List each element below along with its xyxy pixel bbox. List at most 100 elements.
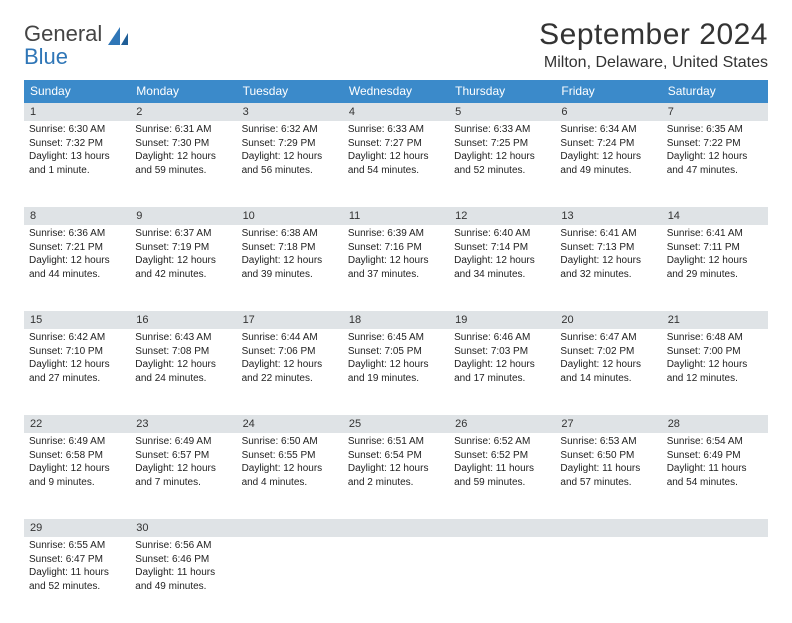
day-ss: Sunset: 7:32 PM bbox=[29, 137, 125, 151]
day-number: 30 bbox=[130, 519, 236, 537]
day-cell: Sunrise: 6:34 AMSunset: 7:24 PMDaylight:… bbox=[555, 121, 661, 207]
week-body-row: Sunrise: 6:49 AMSunset: 6:58 PMDaylight:… bbox=[24, 433, 768, 519]
day-number: 28 bbox=[662, 415, 768, 433]
weekday-header: Tuesday bbox=[237, 80, 343, 103]
day-number: 14 bbox=[662, 207, 768, 225]
day-number: 6 bbox=[555, 103, 661, 121]
day-d2: and 52 minutes. bbox=[29, 580, 125, 594]
day-sr: Sunrise: 6:44 AM bbox=[242, 331, 338, 345]
day-d1: Daylight: 11 hours bbox=[667, 462, 763, 476]
day-sr: Sunrise: 6:49 AM bbox=[29, 435, 125, 449]
day-ss: Sunset: 6:54 PM bbox=[348, 449, 444, 463]
day-cell: Sunrise: 6:49 AMSunset: 6:58 PMDaylight:… bbox=[24, 433, 130, 519]
day-number: 19 bbox=[449, 311, 555, 329]
day-d1: Daylight: 12 hours bbox=[135, 150, 231, 164]
day-number-row: 15161718192021 bbox=[24, 311, 768, 329]
day-cell: Sunrise: 6:31 AMSunset: 7:30 PMDaylight:… bbox=[130, 121, 236, 207]
day-sr: Sunrise: 6:45 AM bbox=[348, 331, 444, 345]
day-ss: Sunset: 7:27 PM bbox=[348, 137, 444, 151]
day-sr: Sunrise: 6:38 AM bbox=[242, 227, 338, 241]
calendar-page: General Blue September 2024 Milton, Dela… bbox=[0, 0, 792, 623]
day-d1: Daylight: 12 hours bbox=[667, 254, 763, 268]
day-number-row: 891011121314 bbox=[24, 207, 768, 225]
day-number: 22 bbox=[24, 415, 130, 433]
day-cell: Sunrise: 6:52 AMSunset: 6:52 PMDaylight:… bbox=[449, 433, 555, 519]
day-number: 17 bbox=[237, 311, 343, 329]
weekday-header-row: Sunday Monday Tuesday Wednesday Thursday… bbox=[24, 80, 768, 103]
day-ss: Sunset: 7:06 PM bbox=[242, 345, 338, 359]
day-ss: Sunset: 7:03 PM bbox=[454, 345, 550, 359]
day-sr: Sunrise: 6:46 AM bbox=[454, 331, 550, 345]
day-d1: Daylight: 12 hours bbox=[242, 254, 338, 268]
day-ss: Sunset: 7:30 PM bbox=[135, 137, 231, 151]
day-number-row: 2930 bbox=[24, 519, 768, 537]
day-d1: Daylight: 12 hours bbox=[29, 462, 125, 476]
day-d1: Daylight: 11 hours bbox=[135, 566, 231, 580]
day-d2: and 7 minutes. bbox=[135, 476, 231, 490]
day-d2: and 54 minutes. bbox=[348, 164, 444, 178]
day-sr: Sunrise: 6:42 AM bbox=[29, 331, 125, 345]
day-d1: Daylight: 12 hours bbox=[348, 254, 444, 268]
day-number: 13 bbox=[555, 207, 661, 225]
brand-sail-icon bbox=[106, 25, 132, 52]
day-number: 29 bbox=[24, 519, 130, 537]
day-d2: and 12 minutes. bbox=[667, 372, 763, 386]
day-number: 24 bbox=[237, 415, 343, 433]
day-d2: and 14 minutes. bbox=[560, 372, 656, 386]
day-d2: and 44 minutes. bbox=[29, 268, 125, 282]
day-d2: and 57 minutes. bbox=[560, 476, 656, 490]
day-d2: and 52 minutes. bbox=[454, 164, 550, 178]
weekday-header: Monday bbox=[130, 80, 236, 103]
day-ss: Sunset: 6:57 PM bbox=[135, 449, 231, 463]
day-cell: Sunrise: 6:41 AMSunset: 7:11 PMDaylight:… bbox=[662, 225, 768, 311]
day-cell: Sunrise: 6:30 AMSunset: 7:32 PMDaylight:… bbox=[24, 121, 130, 207]
day-d1: Daylight: 12 hours bbox=[667, 150, 763, 164]
day-cell: Sunrise: 6:46 AMSunset: 7:03 PMDaylight:… bbox=[449, 329, 555, 415]
day-d1: Daylight: 12 hours bbox=[29, 358, 125, 372]
day-ss: Sunset: 7:16 PM bbox=[348, 241, 444, 255]
day-d2: and 32 minutes. bbox=[560, 268, 656, 282]
day-sr: Sunrise: 6:41 AM bbox=[667, 227, 763, 241]
day-d2: and 17 minutes. bbox=[454, 372, 550, 386]
day-d2: and 49 minutes. bbox=[560, 164, 656, 178]
day-ss: Sunset: 6:55 PM bbox=[242, 449, 338, 463]
day-cell: Sunrise: 6:42 AMSunset: 7:10 PMDaylight:… bbox=[24, 329, 130, 415]
day-cell bbox=[555, 537, 661, 623]
day-d1: Daylight: 12 hours bbox=[560, 358, 656, 372]
day-d2: and 19 minutes. bbox=[348, 372, 444, 386]
day-d1: Daylight: 12 hours bbox=[135, 358, 231, 372]
day-d2: and 22 minutes. bbox=[242, 372, 338, 386]
day-number: 25 bbox=[343, 415, 449, 433]
day-d1: Daylight: 12 hours bbox=[348, 462, 444, 476]
month-title: September 2024 bbox=[539, 18, 768, 52]
day-cell: Sunrise: 6:50 AMSunset: 6:55 PMDaylight:… bbox=[237, 433, 343, 519]
day-ss: Sunset: 6:50 PM bbox=[560, 449, 656, 463]
day-d2: and 27 minutes. bbox=[29, 372, 125, 386]
day-d2: and 9 minutes. bbox=[29, 476, 125, 490]
day-number: 9 bbox=[130, 207, 236, 225]
day-sr: Sunrise: 6:35 AM bbox=[667, 123, 763, 137]
day-d2: and 56 minutes. bbox=[242, 164, 338, 178]
calendar-week: 22232425262728Sunrise: 6:49 AMSunset: 6:… bbox=[24, 415, 768, 519]
day-d2: and 59 minutes. bbox=[454, 476, 550, 490]
week-body-row: Sunrise: 6:36 AMSunset: 7:21 PMDaylight:… bbox=[24, 225, 768, 311]
day-d1: Daylight: 12 hours bbox=[242, 358, 338, 372]
day-d1: Daylight: 12 hours bbox=[242, 462, 338, 476]
day-ss: Sunset: 7:13 PM bbox=[560, 241, 656, 255]
day-number: 26 bbox=[449, 415, 555, 433]
day-sr: Sunrise: 6:48 AM bbox=[667, 331, 763, 345]
day-cell: Sunrise: 6:53 AMSunset: 6:50 PMDaylight:… bbox=[555, 433, 661, 519]
day-sr: Sunrise: 6:37 AM bbox=[135, 227, 231, 241]
day-number bbox=[662, 519, 768, 537]
day-cell: Sunrise: 6:49 AMSunset: 6:57 PMDaylight:… bbox=[130, 433, 236, 519]
day-d1: Daylight: 12 hours bbox=[348, 150, 444, 164]
day-ss: Sunset: 7:29 PM bbox=[242, 137, 338, 151]
day-number: 11 bbox=[343, 207, 449, 225]
day-number-row: 1234567 bbox=[24, 103, 768, 121]
day-sr: Sunrise: 6:31 AM bbox=[135, 123, 231, 137]
day-sr: Sunrise: 6:49 AM bbox=[135, 435, 231, 449]
day-number: 20 bbox=[555, 311, 661, 329]
day-d2: and 42 minutes. bbox=[135, 268, 231, 282]
day-sr: Sunrise: 6:34 AM bbox=[560, 123, 656, 137]
day-number: 12 bbox=[449, 207, 555, 225]
